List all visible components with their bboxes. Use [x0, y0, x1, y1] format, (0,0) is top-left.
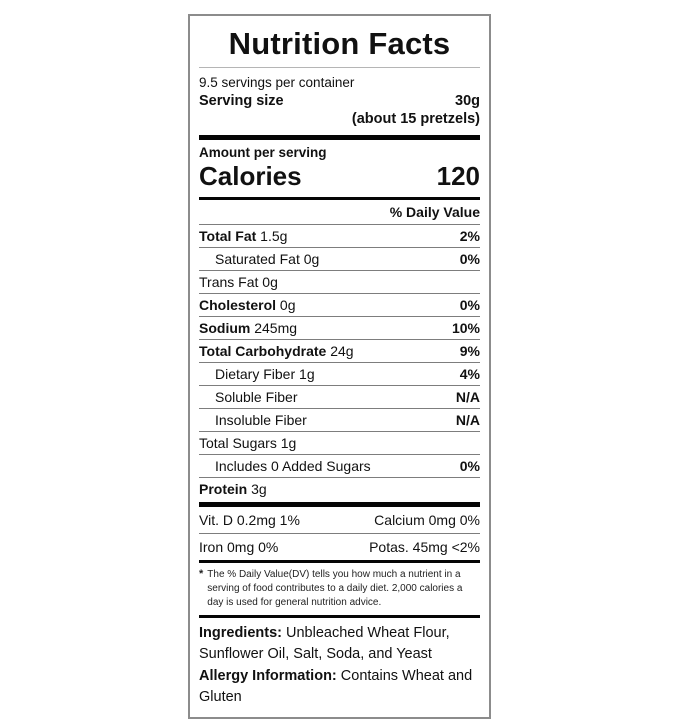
- calories-value: 120: [436, 161, 480, 191]
- nutrient-amount: 1.5g: [256, 228, 288, 244]
- micronutrient-right: Potas. 45mg <2%: [369, 539, 480, 555]
- nutrient-dv: 4%: [459, 366, 480, 382]
- ingredients-line: Ingredients: Unbleached Wheat Flour, Sun…: [199, 623, 480, 666]
- amount-per-serving-label: Amount per serving: [199, 145, 327, 160]
- ingredients-label: Ingredients:: [199, 625, 282, 642]
- nutrient-name: Insoluble Fiber: [215, 412, 307, 428]
- nutrient-name: Soluble Fiber: [215, 389, 298, 405]
- nutrient-row-soluble-fiber: Soluble Fiber N/A: [199, 386, 480, 409]
- nutrient-name: Total Fat: [199, 228, 257, 244]
- nutrient-row-total-carbohydrate: Total Carbohydrate 24g 9%: [199, 340, 480, 363]
- nutrient-row-insoluble-fiber: Insoluble Fiber N/A: [199, 409, 480, 432]
- nutrient-row-cholesterol: Cholesterol 0g 0%: [199, 294, 480, 317]
- micronutrient-row-1: Vit. D 0.2mg 1% Calcium 0mg 0%: [199, 507, 480, 534]
- nutrient-dv: 10%: [451, 320, 480, 336]
- servings-per-container: 9.5 servings per container: [199, 75, 355, 90]
- serving-size-value: 30g: [455, 93, 480, 109]
- nutrient-name: Cholesterol: [199, 297, 277, 313]
- nutrient-amount: 24g: [326, 343, 354, 359]
- section-divider-medium: [199, 615, 480, 619]
- footnote-asterisk: *: [199, 568, 204, 580]
- nutrient-row-sodium: Sodium 245mg 10%: [199, 317, 480, 340]
- nutrient-dv: 0%: [459, 251, 480, 267]
- nutrient-dv: 2%: [459, 228, 480, 244]
- micronutrient-left: Vit. D 0.2mg 1%: [199, 512, 300, 528]
- section-divider-medium: [199, 560, 480, 563]
- section-divider-medium: [199, 197, 480, 200]
- nutrient-amount: 0g: [276, 297, 296, 313]
- nutrient-row-protein: Protein 3g: [199, 478, 480, 502]
- nutrient-amount: 1g: [295, 366, 315, 382]
- daily-value-header: % Daily Value: [199, 200, 480, 225]
- nutrient-row-trans-fat: Trans Fat 0g: [199, 271, 480, 294]
- calories-label: Calories: [199, 161, 302, 191]
- nutrient-row-total-sugars: Total Sugars 1g: [199, 432, 480, 455]
- serving-size-note: (about 15 pretzels): [351, 111, 480, 127]
- ingredients-block: Ingredients: Unbleached Wheat Flour, Sun…: [199, 618, 480, 709]
- calories-row: Calories 120: [199, 160, 480, 197]
- nutrient-row-added-sugars: Includes 0 Added Sugars 0%: [199, 455, 480, 478]
- nutrition-facts-title: Nutrition Facts: [199, 22, 480, 68]
- micronutrient-row-2: Iron 0mg 0% Potas. 45mg <2%: [199, 534, 480, 560]
- serving-size-label: Serving size: [199, 93, 284, 109]
- nutrient-amount: 0g: [299, 251, 320, 267]
- nutrient-name: Total Carbohydrate: [199, 343, 327, 359]
- nutrient-name: Trans Fat: [199, 274, 259, 290]
- nutrient-dv: 0%: [459, 458, 480, 474]
- nutrient-name: Sodium: [199, 320, 251, 336]
- nutrient-name: Includes 0 Added Sugars: [215, 458, 371, 474]
- nutrient-amount: 3g: [247, 481, 267, 497]
- nutrient-dv: 0%: [459, 297, 480, 313]
- ingredients-text: Unbleached Wheat Flour, Sunflower Oil, S…: [199, 625, 450, 663]
- nutrient-row-dietary-fiber: Dietary Fiber 1g 4%: [199, 363, 480, 386]
- nutrient-row-saturated-fat: Saturated Fat 0g 0%: [199, 248, 480, 271]
- nutrition-facts-label: Nutrition Facts 9.5 servings per contain…: [188, 14, 491, 719]
- footnote-text: The % Daily Value(DV) tells you how much…: [207, 569, 463, 608]
- section-divider-thick: [199, 502, 480, 507]
- nutrient-amount: 0g: [258, 274, 278, 290]
- nutrient-amount: 1g: [276, 435, 297, 451]
- allergy-label: Allergy Information:: [199, 668, 337, 685]
- allergy-line: Allergy Information: Contains Wheat and …: [199, 666, 480, 709]
- nutrient-amount: 245mg: [250, 320, 298, 336]
- nutrient-name: Protein: [199, 481, 248, 497]
- nutrient-dv: N/A: [455, 412, 480, 428]
- nutrient-name: Total Sugars: [199, 435, 277, 451]
- nutrient-name: Saturated Fat: [215, 251, 300, 267]
- nutrient-name: Dietary Fiber: [215, 366, 296, 382]
- serving-size-row: Serving size 30g: [199, 91, 480, 109]
- nutrient-dv: 9%: [459, 343, 480, 359]
- micronutrient-left: Iron 0mg 0%: [199, 539, 279, 555]
- nutrient-row-total-fat: Total Fat 1.5g 2%: [199, 225, 480, 248]
- micronutrient-right: Calcium 0mg 0%: [374, 512, 480, 528]
- daily-value-footnote: * The % Daily Value(DV) tells you how mu…: [199, 563, 480, 615]
- nutrient-dv: N/A: [455, 389, 480, 405]
- section-divider-thick: [199, 135, 480, 140]
